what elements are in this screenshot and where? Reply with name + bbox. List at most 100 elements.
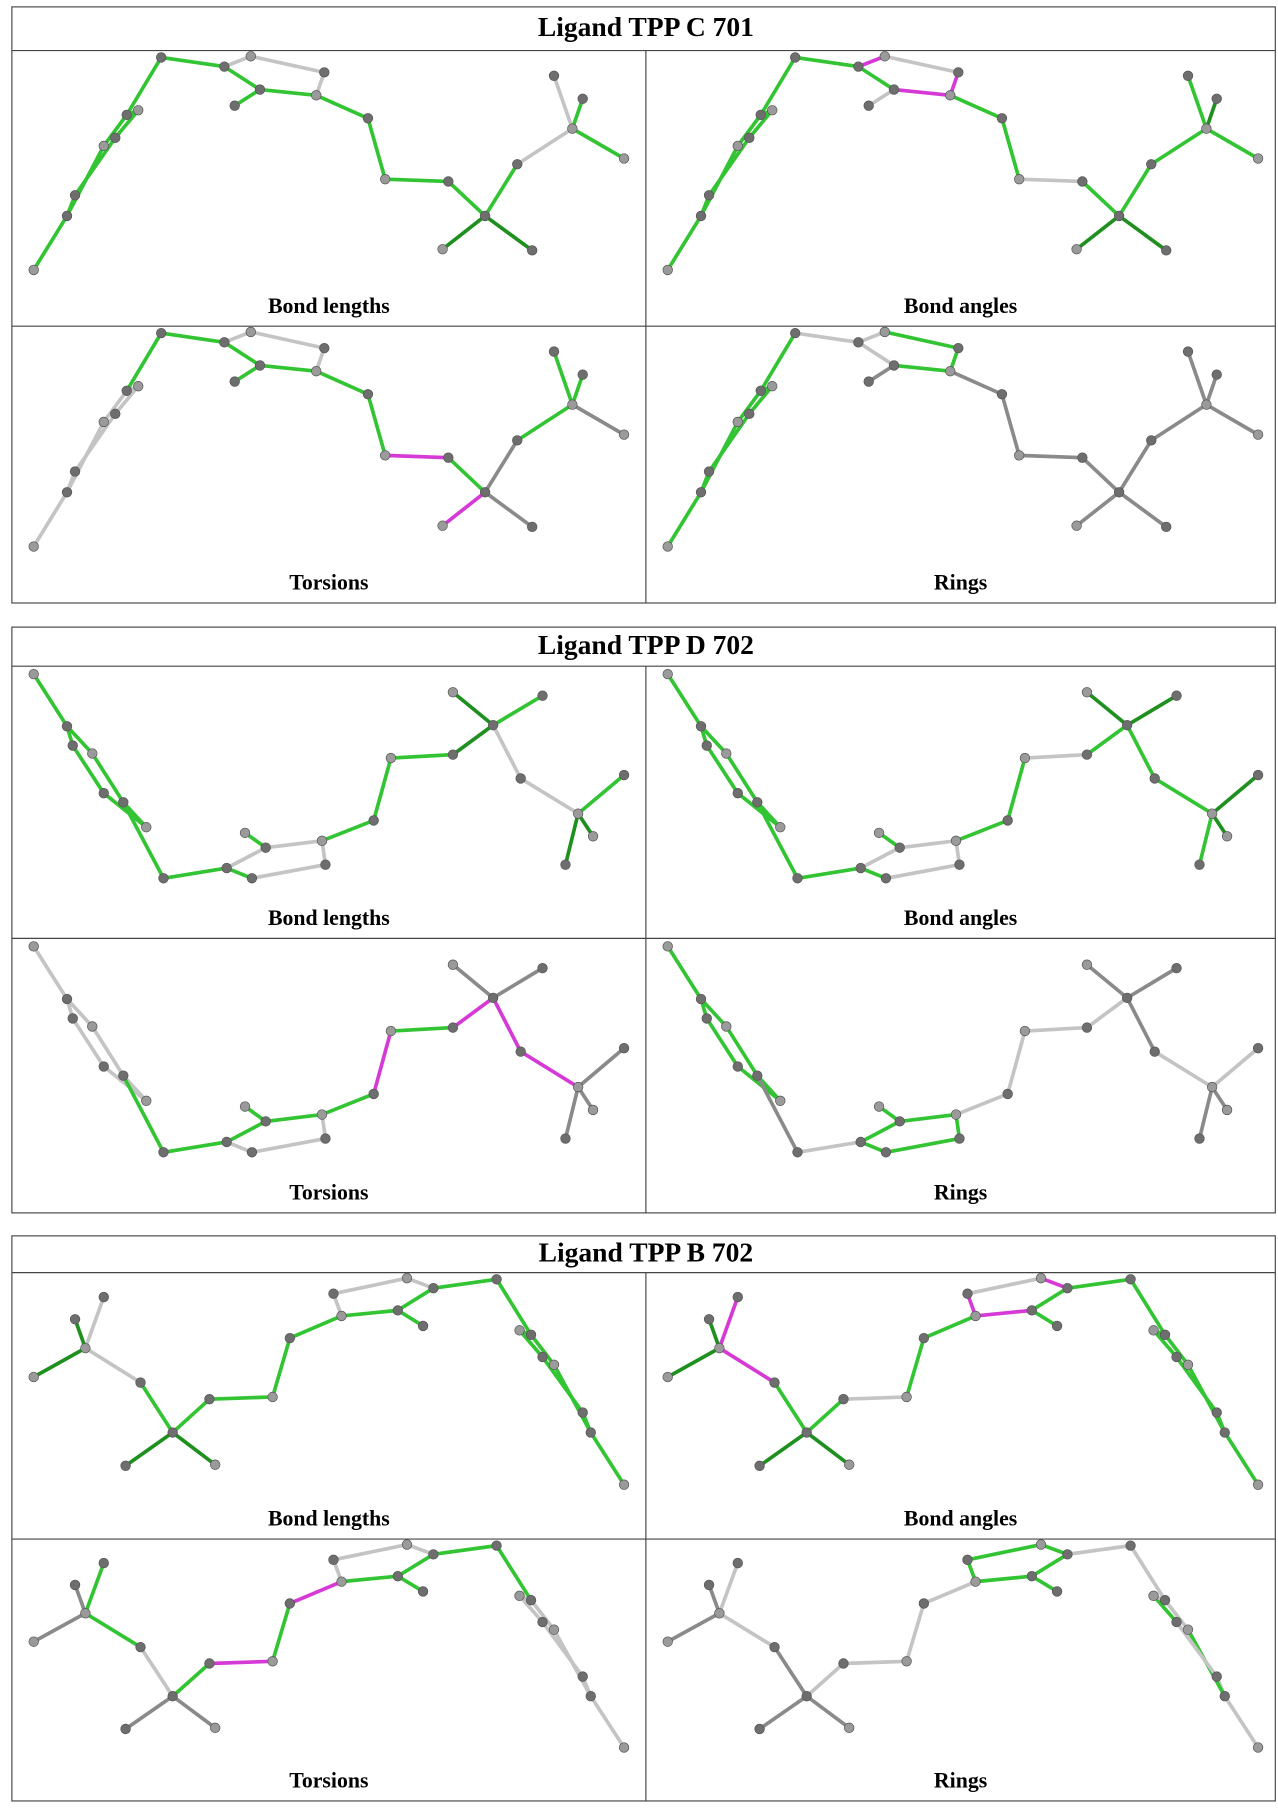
bond: [1119, 440, 1151, 492]
atom: [1253, 1043, 1263, 1053]
bond: [565, 814, 578, 865]
bond: [34, 492, 67, 546]
atom: [902, 1656, 912, 1666]
atom: [380, 174, 390, 184]
atom: [702, 741, 712, 751]
atom: [1183, 71, 1193, 81]
bond: [521, 1052, 578, 1087]
atom: [951, 836, 961, 846]
panel-caption: Bond lengths: [268, 1507, 390, 1531]
bond: [1127, 696, 1176, 725]
bond: [1119, 216, 1166, 250]
bond: [1151, 129, 1206, 165]
bond: [34, 1348, 86, 1377]
atom: [752, 1071, 762, 1081]
atom: [1253, 1743, 1263, 1753]
atom: [881, 1147, 891, 1157]
atom: [756, 386, 766, 396]
bond: [448, 458, 485, 493]
atom: [133, 105, 143, 115]
atom: [1126, 1274, 1136, 1284]
bond: [843, 1397, 906, 1399]
bond: [209, 1661, 272, 1663]
bond: [775, 1383, 807, 1433]
atom: [222, 863, 232, 873]
atom: [586, 1691, 596, 1701]
bond: [485, 164, 517, 216]
panel-caption: Bond lengths: [268, 294, 390, 318]
atom: [29, 265, 39, 275]
atom: [1150, 774, 1160, 784]
atom: [62, 487, 72, 497]
atom: [444, 453, 454, 463]
atom: [240, 1102, 250, 1112]
atom: [1082, 687, 1092, 697]
atom: [919, 1599, 929, 1609]
atom: [329, 1555, 339, 1565]
bond: [719, 1348, 774, 1382]
bond: [333, 1545, 407, 1560]
bond: [34, 674, 67, 726]
atom: [1149, 1326, 1159, 1336]
atom: [205, 1659, 215, 1669]
atom: [663, 1372, 673, 1382]
panel-caption: Rings: [934, 1769, 987, 1793]
bond: [368, 118, 385, 179]
atom: [549, 1360, 559, 1370]
bond: [163, 1142, 226, 1152]
atom: [1072, 244, 1082, 254]
atom: [538, 1352, 548, 1362]
bond: [173, 1432, 215, 1464]
bond: [391, 1028, 453, 1031]
molecule: [663, 51, 1263, 274]
atom: [854, 338, 864, 348]
atom: [953, 343, 963, 353]
atom: [1063, 1550, 1073, 1560]
bond: [322, 1094, 374, 1115]
atom: [246, 327, 256, 337]
atom: [210, 1723, 220, 1733]
atom: [321, 860, 331, 870]
section-title: Ligand TPP C 701: [538, 11, 754, 42]
atom: [549, 1625, 559, 1635]
atom: [81, 1608, 91, 1618]
atom: [99, 1292, 109, 1302]
atom: [337, 1311, 347, 1321]
bond: [374, 758, 391, 820]
atom: [1020, 1026, 1030, 1036]
atom: [393, 1571, 403, 1581]
bond: [290, 1582, 342, 1604]
panel-caption: Rings: [934, 571, 987, 595]
atom: [29, 542, 39, 552]
atom: [29, 1637, 39, 1647]
atom: [121, 1461, 131, 1471]
atom: [1082, 960, 1092, 970]
molecule: [29, 1273, 629, 1489]
atom: [1036, 1540, 1046, 1550]
bond: [391, 755, 453, 758]
atom: [1160, 1595, 1170, 1605]
atom: [516, 774, 526, 784]
atom: [880, 51, 890, 61]
atom: [1253, 154, 1263, 164]
bond: [1200, 1087, 1213, 1138]
atom: [1161, 522, 1171, 532]
atom: [561, 860, 571, 870]
bond: [861, 1121, 900, 1142]
atom: [844, 1460, 854, 1470]
bond: [227, 1121, 266, 1142]
molecule: [29, 51, 629, 274]
molecule: [29, 942, 629, 1158]
atom: [369, 1089, 379, 1099]
bond: [433, 1279, 496, 1288]
atom: [1207, 809, 1217, 819]
atom: [1146, 436, 1156, 446]
atom: [733, 788, 743, 798]
bond: [141, 1383, 173, 1433]
bond: [251, 56, 325, 72]
bond: [75, 414, 115, 472]
atom: [568, 400, 578, 410]
bond: [224, 67, 260, 90]
atom: [1195, 860, 1205, 870]
bond: [967, 1545, 1041, 1560]
